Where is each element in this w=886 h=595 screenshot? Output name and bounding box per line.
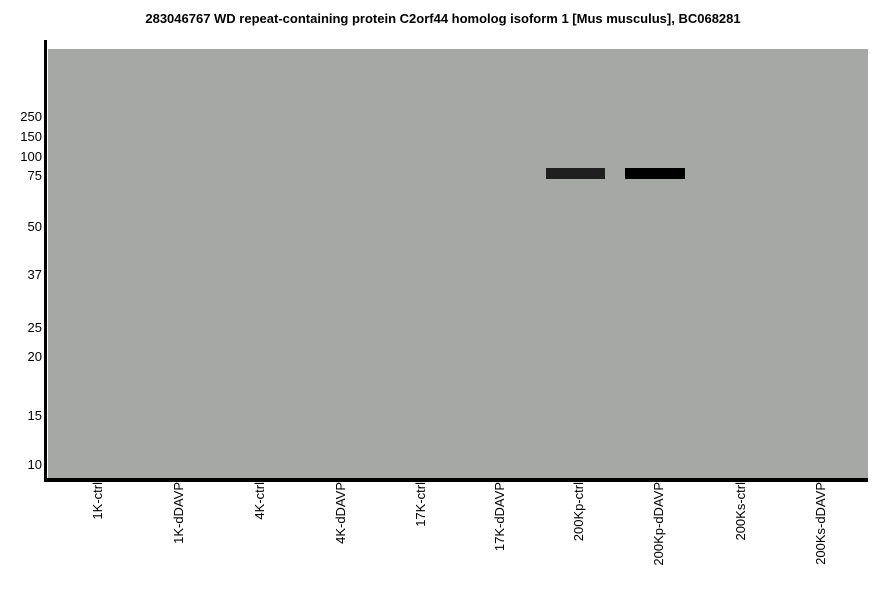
y-tick-label: 10 — [27, 457, 42, 472]
protein-band — [546, 168, 605, 179]
y-tick-label: 100 — [20, 149, 42, 164]
y-tick-label: 50 — [27, 219, 42, 234]
figure-title: 283046767 WD repeat-containing protein C… — [145, 11, 741, 26]
y-tick-label: 25 — [27, 320, 42, 335]
y-tick-label: 20 — [27, 349, 42, 364]
y-tick-label: 15 — [27, 408, 42, 423]
y-axis-line — [44, 40, 47, 482]
lane-label: 200Kp-ctrl — [571, 482, 586, 542]
lane-label: 1K-dDAVP — [171, 482, 186, 544]
lane-label: 17K-dDAVP — [492, 482, 507, 552]
y-tick-label: 150 — [20, 129, 42, 144]
protein-band — [625, 168, 685, 179]
y-tick-label: 250 — [20, 109, 42, 124]
lane-label: 200Kp-dDAVP — [651, 482, 666, 566]
y-tick-label: 37 — [27, 267, 42, 282]
lane-label: 1K-ctrl — [90, 482, 105, 520]
gel-plot-area — [48, 49, 868, 478]
lane-label: 4K-ctrl — [252, 482, 267, 520]
y-tick-label: 75 — [27, 168, 42, 183]
lane-label: 200Ks-ctrl — [733, 482, 748, 541]
x-axis-line — [44, 478, 868, 482]
lane-label: 17K-ctrl — [413, 482, 428, 527]
lane-label: 200Ks-dDAVP — [813, 482, 828, 565]
lane-label: 4K-dDAVP — [333, 482, 348, 544]
